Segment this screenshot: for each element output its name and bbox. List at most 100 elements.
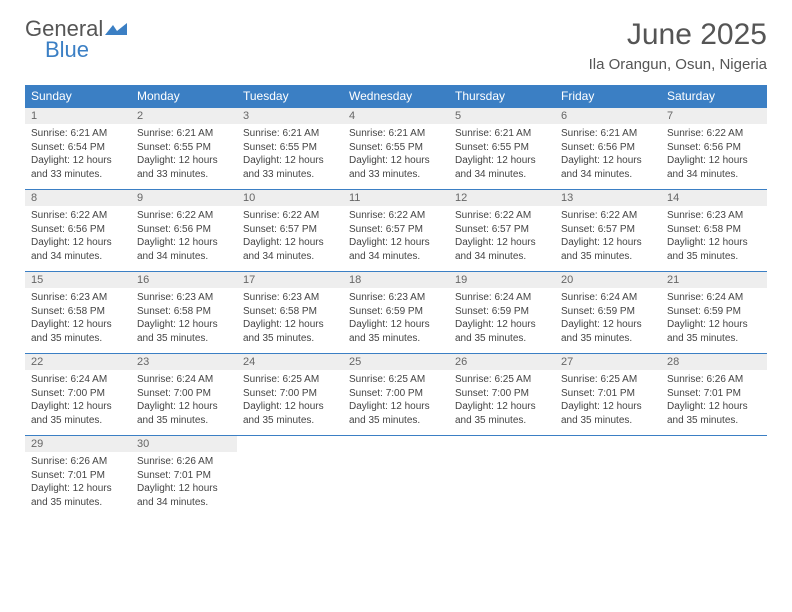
daylight-line: Daylight: 12 hours and 34 minutes. [349,236,443,263]
day-details: Sunrise: 6:22 AMSunset: 6:57 PMDaylight:… [237,206,343,271]
sunset-line: Sunset: 6:58 PM [243,305,337,319]
day-cell: 21Sunrise: 6:24 AMSunset: 6:59 PMDayligh… [661,271,767,353]
sunrise-line: Sunrise: 6:22 AM [455,209,549,223]
daylight-line: Daylight: 12 hours and 34 minutes. [667,154,761,181]
wave-icon [105,19,127,41]
day-number-empty [449,435,555,452]
sunrise-line: Sunrise: 6:23 AM [667,209,761,223]
day-cell: 2Sunrise: 6:21 AMSunset: 6:55 PMDaylight… [131,107,237,189]
day-details: Sunrise: 6:23 AMSunset: 6:58 PMDaylight:… [25,288,131,353]
day-number: 30 [131,435,237,452]
sunset-line: Sunset: 6:57 PM [349,223,443,237]
daylight-line: Daylight: 12 hours and 35 minutes. [31,318,125,345]
day-cell: 15Sunrise: 6:23 AMSunset: 6:58 PMDayligh… [25,271,131,353]
week-row: 15Sunrise: 6:23 AMSunset: 6:58 PMDayligh… [25,271,767,353]
day-details: Sunrise: 6:26 AMSunset: 7:01 PMDaylight:… [661,370,767,435]
sunset-line: Sunset: 6:55 PM [243,141,337,155]
sunset-line: Sunset: 6:57 PM [561,223,655,237]
day-number: 16 [131,271,237,288]
sunset-line: Sunset: 7:01 PM [31,469,125,483]
day-details-empty [343,452,449,502]
daylight-line: Daylight: 12 hours and 33 minutes. [31,154,125,181]
day-details: Sunrise: 6:25 AMSunset: 7:00 PMDaylight:… [449,370,555,435]
day-number: 21 [661,271,767,288]
day-cell [661,435,767,517]
sunrise-line: Sunrise: 6:25 AM [455,373,549,387]
sunrise-line: Sunrise: 6:22 AM [137,209,231,223]
week-row: 8Sunrise: 6:22 AMSunset: 6:56 PMDaylight… [25,189,767,271]
day-details: Sunrise: 6:21 AMSunset: 6:56 PMDaylight:… [555,124,661,189]
calendar-table: Sunday Monday Tuesday Wednesday Thursday… [25,85,767,517]
day-number: 12 [449,189,555,206]
day-cell: 8Sunrise: 6:22 AMSunset: 6:56 PMDaylight… [25,189,131,271]
day-number: 23 [131,353,237,370]
day-cell: 11Sunrise: 6:22 AMSunset: 6:57 PMDayligh… [343,189,449,271]
sunset-line: Sunset: 7:00 PM [31,387,125,401]
day-details: Sunrise: 6:22 AMSunset: 6:56 PMDaylight:… [25,206,131,271]
daylight-line: Daylight: 12 hours and 34 minutes. [31,236,125,263]
weekday-header: Tuesday [237,85,343,107]
sunset-line: Sunset: 6:57 PM [243,223,337,237]
day-cell: 19Sunrise: 6:24 AMSunset: 6:59 PMDayligh… [449,271,555,353]
daylight-line: Daylight: 12 hours and 35 minutes. [667,236,761,263]
logo: General Blue [25,18,127,61]
day-cell: 10Sunrise: 6:22 AMSunset: 6:57 PMDayligh… [237,189,343,271]
day-number: 5 [449,107,555,124]
daylight-line: Daylight: 12 hours and 34 minutes. [137,236,231,263]
day-details: Sunrise: 6:22 AMSunset: 6:57 PMDaylight:… [555,206,661,271]
daylight-line: Daylight: 12 hours and 35 minutes. [561,400,655,427]
weekday-header: Thursday [449,85,555,107]
day-cell: 28Sunrise: 6:26 AMSunset: 7:01 PMDayligh… [661,353,767,435]
day-details: Sunrise: 6:22 AMSunset: 6:56 PMDaylight:… [131,206,237,271]
sunrise-line: Sunrise: 6:24 AM [561,291,655,305]
daylight-line: Daylight: 12 hours and 35 minutes. [455,318,549,345]
day-number: 3 [237,107,343,124]
daylight-line: Daylight: 12 hours and 34 minutes. [455,154,549,181]
day-cell: 1Sunrise: 6:21 AMSunset: 6:54 PMDaylight… [25,107,131,189]
day-number: 8 [25,189,131,206]
day-cell: 17Sunrise: 6:23 AMSunset: 6:58 PMDayligh… [237,271,343,353]
day-cell: 26Sunrise: 6:25 AMSunset: 7:00 PMDayligh… [449,353,555,435]
day-cell: 20Sunrise: 6:24 AMSunset: 6:59 PMDayligh… [555,271,661,353]
day-number: 22 [25,353,131,370]
day-cell: 16Sunrise: 6:23 AMSunset: 6:58 PMDayligh… [131,271,237,353]
day-cell: 22Sunrise: 6:24 AMSunset: 7:00 PMDayligh… [25,353,131,435]
day-number: 25 [343,353,449,370]
day-details: Sunrise: 6:24 AMSunset: 7:00 PMDaylight:… [131,370,237,435]
title-block: June 2025 Ila Orangun, Osun, Nigeria [589,18,767,73]
sunrise-line: Sunrise: 6:23 AM [243,291,337,305]
day-details: Sunrise: 6:21 AMSunset: 6:55 PMDaylight:… [343,124,449,189]
day-number: 27 [555,353,661,370]
sunset-line: Sunset: 6:59 PM [455,305,549,319]
sunset-line: Sunset: 6:56 PM [561,141,655,155]
daylight-line: Daylight: 12 hours and 35 minutes. [561,236,655,263]
sunrise-line: Sunrise: 6:24 AM [455,291,549,305]
daylight-line: Daylight: 12 hours and 35 minutes. [243,400,337,427]
sunset-line: Sunset: 6:55 PM [137,141,231,155]
sunrise-line: Sunrise: 6:21 AM [243,127,337,141]
day-number: 2 [131,107,237,124]
sunset-line: Sunset: 7:00 PM [455,387,549,401]
header: General Blue June 2025 Ila Orangun, Osun… [25,18,767,73]
sunrise-line: Sunrise: 6:25 AM [243,373,337,387]
day-number: 9 [131,189,237,206]
sunrise-line: Sunrise: 6:21 AM [455,127,549,141]
day-cell: 27Sunrise: 6:25 AMSunset: 7:01 PMDayligh… [555,353,661,435]
day-cell: 9Sunrise: 6:22 AMSunset: 6:56 PMDaylight… [131,189,237,271]
day-cell [449,435,555,517]
day-details: Sunrise: 6:26 AMSunset: 7:01 PMDaylight:… [131,452,237,517]
daylight-line: Daylight: 12 hours and 33 minutes. [137,154,231,181]
sunset-line: Sunset: 7:01 PM [561,387,655,401]
daylight-line: Daylight: 12 hours and 34 minutes. [137,482,231,509]
day-cell: 14Sunrise: 6:23 AMSunset: 6:58 PMDayligh… [661,189,767,271]
day-number-empty [237,435,343,452]
day-number: 29 [25,435,131,452]
page-title: June 2025 [589,18,767,52]
day-cell: 12Sunrise: 6:22 AMSunset: 6:57 PMDayligh… [449,189,555,271]
sunrise-line: Sunrise: 6:21 AM [137,127,231,141]
day-details: Sunrise: 6:23 AMSunset: 6:58 PMDaylight:… [131,288,237,353]
day-cell: 18Sunrise: 6:23 AMSunset: 6:59 PMDayligh… [343,271,449,353]
day-number: 26 [449,353,555,370]
day-details: Sunrise: 6:21 AMSunset: 6:55 PMDaylight:… [131,124,237,189]
sunset-line: Sunset: 6:58 PM [667,223,761,237]
